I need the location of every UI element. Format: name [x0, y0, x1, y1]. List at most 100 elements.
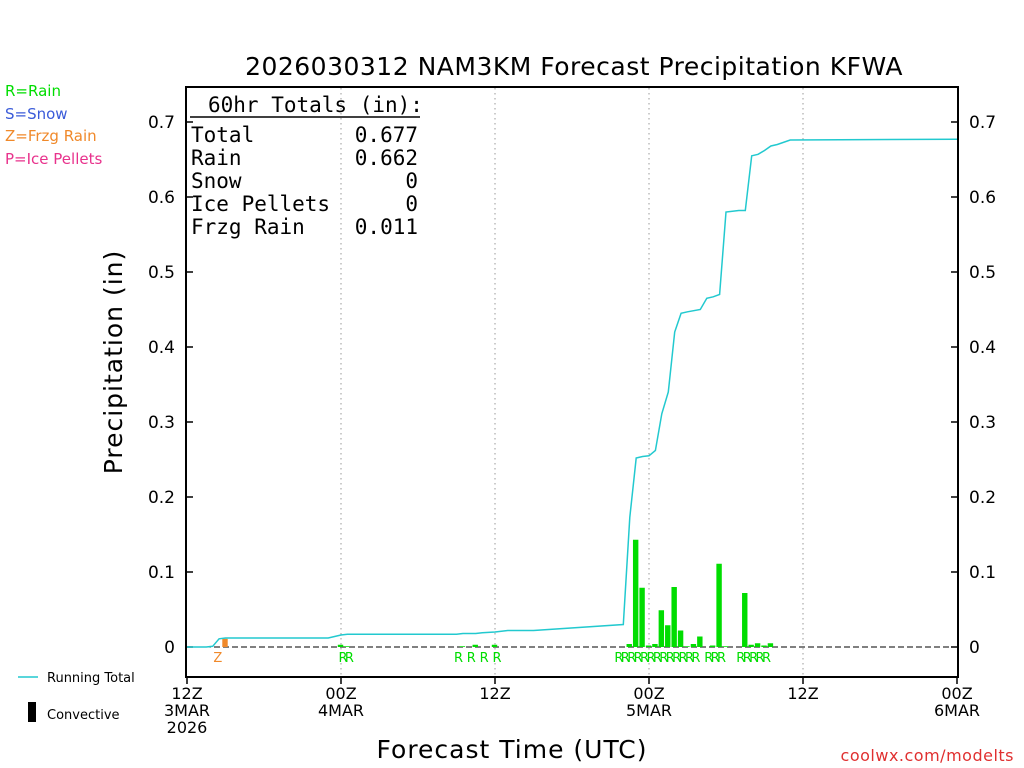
precip-bar	[684, 646, 690, 647]
precip-type-marker: R	[634, 651, 643, 666]
precip-bar	[337, 644, 344, 647]
precip-bar	[652, 644, 658, 647]
precip-bar	[491, 644, 498, 647]
y-tick-label-left: 0.6	[148, 188, 175, 208]
totals-box: 60hr Totals (in): Total 0.677 Rain 0.662…	[190, 93, 423, 239]
x-tick-label: 00Z	[325, 684, 356, 703]
y-tick-label-left: 0.2	[148, 488, 175, 508]
precip-type-marker: R	[691, 651, 700, 666]
totals-label-total: Total	[191, 123, 254, 147]
precip-bar	[761, 645, 767, 647]
precip-type-marker: R	[621, 651, 630, 666]
y-axis-left: 0 0.1 0.2 0.3 0.4 0.5 0.6 0.7	[148, 113, 193, 658]
precip-bar	[658, 610, 665, 647]
type-legend: R=Rain S=Snow Z=Frzg Rain P=Ice Pellets	[5, 82, 102, 168]
x-tick-label: 12Z	[479, 684, 510, 703]
y-tick-label-right: 0.2	[969, 488, 996, 508]
totals-label-rain: Rain	[191, 146, 242, 170]
totals-value-total: 0.677	[355, 123, 418, 147]
precip-bar	[742, 593, 748, 647]
precip-bars	[222, 539, 774, 647]
precip-bar	[677, 630, 684, 647]
precip-type-marker: R	[614, 651, 623, 666]
precip-type-marker: R	[454, 651, 463, 666]
x-axis-label: Forecast Time (UTC)	[377, 735, 648, 764]
precip-type-marker: R	[743, 651, 752, 666]
totals-value-frzg-rain: 0.011	[355, 215, 418, 239]
line-legend: Running Total Convective	[18, 671, 135, 723]
y-tick-label-right: 0.7	[969, 113, 996, 133]
precip-type-marker: R	[679, 651, 688, 666]
chart-title: 2026030312 NAM3KM Forecast Precipitation…	[245, 52, 903, 81]
precip-type-marker: R	[653, 651, 662, 666]
x-tick-label: 6MAR	[934, 701, 980, 720]
y-axis-right: 0 0.1 0.2 0.3 0.4 0.5 0.6 0.7	[951, 113, 996, 658]
y-tick-label-right: 0.4	[969, 338, 996, 358]
precip-type-marker: R	[717, 651, 726, 666]
precip-type-marker: R	[736, 651, 745, 666]
x-tick-label: 12Z	[787, 684, 818, 703]
legend-frzg-rain: Z=Frzg Rain	[5, 127, 97, 145]
precip-bar	[722, 646, 729, 647]
totals-label-frzg-rain: Frzg Rain	[191, 215, 305, 239]
precip-type-marker: R	[762, 651, 771, 666]
precip-type-marker: R	[672, 651, 681, 666]
totals-value-ice-pellets: 0	[405, 192, 418, 216]
precip-bar	[472, 644, 478, 647]
precip-bar	[632, 539, 639, 647]
plot-frame	[185, 86, 959, 678]
precip-bar	[344, 646, 350, 647]
totals-label-ice-pellets: Ice Pellets	[191, 192, 330, 216]
y-tick-label-right: 0	[969, 638, 980, 658]
legend-snow: S=Snow	[5, 105, 68, 123]
legend-ice-pellets: P=Ice Pellets	[5, 150, 102, 168]
y-tick-label-left: 0	[164, 638, 175, 658]
precip-bar	[645, 645, 652, 647]
precip-bar	[754, 643, 761, 647]
precip-type-marker: R	[467, 651, 476, 666]
precip-type-marker: R	[345, 651, 354, 666]
precip-type-marker: R	[666, 651, 675, 666]
totals-header: 60hr Totals (in):	[208, 93, 423, 117]
precip-bar	[748, 644, 754, 647]
x-tick-label: 3MAR	[164, 701, 210, 720]
x-tick-label: 00Z	[941, 684, 972, 703]
y-tick-label-right: 0.6	[969, 188, 996, 208]
precip-bar	[716, 563, 722, 647]
precip-type-marker: R	[338, 651, 347, 666]
running-total-legend-label: Running Total	[47, 671, 135, 686]
precip-type-marker: R	[749, 651, 758, 666]
vertical-gridlines	[340, 88, 804, 676]
precip-bar	[639, 587, 645, 647]
precip-bar	[697, 636, 703, 647]
convective-legend-label: Convective	[47, 708, 120, 723]
precip-bar	[665, 625, 671, 647]
y-tick-label-left: 0.5	[148, 263, 175, 283]
y-tick-label-right: 0.3	[969, 413, 996, 433]
x-tick-label: 5MAR	[626, 701, 672, 720]
x-tick-label: 2026	[167, 718, 208, 737]
credit-text: coolwx.com/modelts	[841, 746, 1014, 765]
precip-bar	[626, 644, 632, 647]
precip-type-marker: R	[704, 651, 713, 666]
y-tick-label-left: 0.1	[148, 563, 175, 583]
y-tick-label-right: 0.1	[969, 563, 996, 583]
totals-label-snow: Snow	[191, 169, 242, 193]
y-tick-label-left: 0.3	[148, 413, 175, 433]
precip-bar	[709, 645, 716, 647]
precip-bar	[459, 646, 466, 647]
x-tick-label: 12Z	[171, 684, 202, 703]
totals-value-rain: 0.662	[355, 146, 418, 170]
precip-type-marker: R	[711, 651, 720, 666]
precip-type-marker: R	[492, 651, 501, 666]
precip-type-marker: R	[756, 651, 765, 666]
precip-bar	[222, 638, 228, 647]
precip-type-marker: R	[646, 651, 655, 666]
precip-type-marker: R	[480, 651, 489, 666]
legend-rain: R=Rain	[5, 82, 61, 100]
y-tick-label-left: 0.4	[148, 338, 175, 358]
x-tick-label: 4MAR	[318, 701, 364, 720]
